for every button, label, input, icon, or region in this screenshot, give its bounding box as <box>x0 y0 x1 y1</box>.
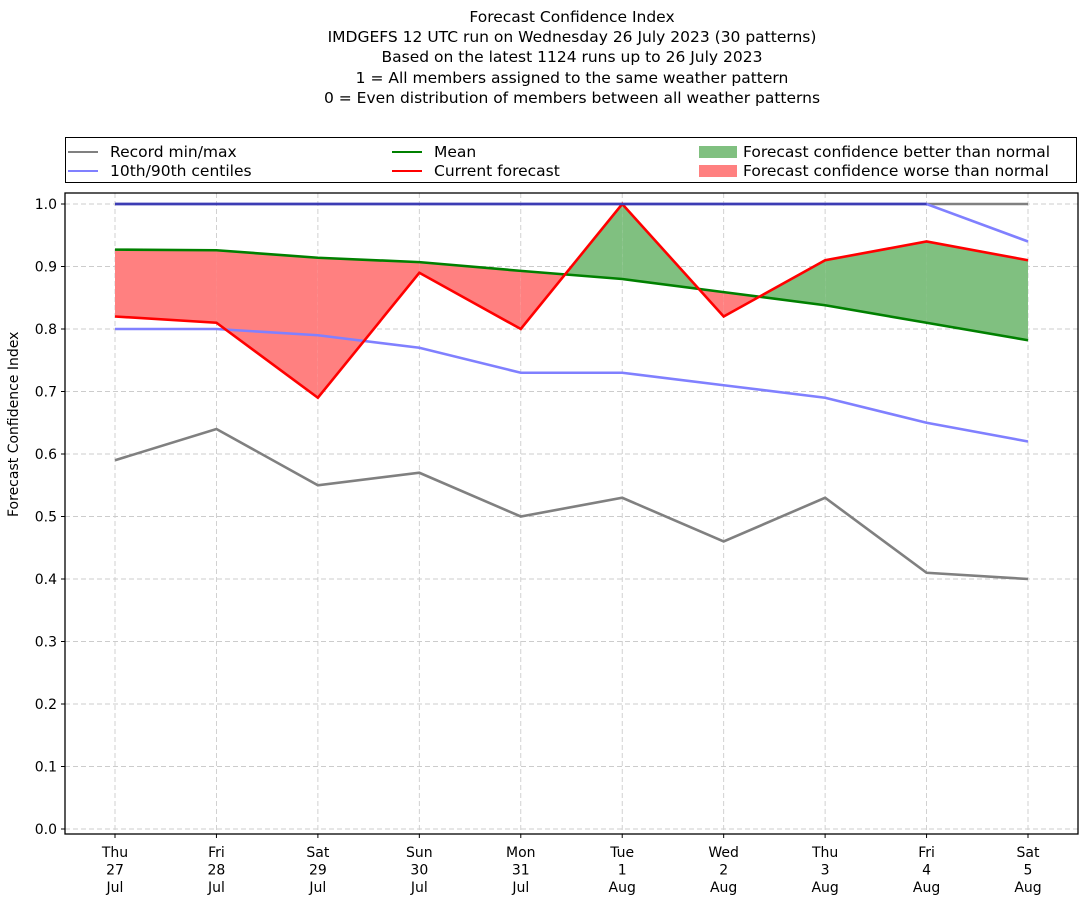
title-line-5: 0 = Even distribution of members between… <box>323 88 821 107</box>
x-tick-label: Aug <box>609 880 636 896</box>
x-tick-label: 1 <box>618 863 627 879</box>
x-tick-label: Jul <box>410 880 428 896</box>
fill-better-than-normal <box>825 241 927 323</box>
legend-item-record: Record min/max <box>68 142 237 162</box>
x-tick-label: Aug <box>913 880 940 896</box>
x-tick-label: 29 <box>309 863 327 879</box>
10th-centile-line <box>115 327 1029 443</box>
x-tick-label: 27 <box>106 863 124 879</box>
legend-label-worse: Forecast confidence worse than normal <box>743 162 1049 180</box>
legend-label-record: Record min/max <box>110 143 237 161</box>
x-tick-label: Sun <box>406 845 433 861</box>
x-tick-label: 31 <box>512 863 530 879</box>
legend-label-mean: Mean <box>434 143 477 161</box>
y-tick-label: 0.3 <box>35 635 57 651</box>
legend-item-better: Forecast confidence better than normal <box>699 142 1050 162</box>
legend-swatch-worse <box>699 165 737 177</box>
legend-swatch-centiles <box>68 170 98 172</box>
y-tick-label: 0.0 <box>35 822 57 838</box>
x-tick-label: Aug <box>811 880 838 896</box>
x-tick-label: Jul <box>511 880 529 896</box>
current-forecast-line <box>114 202 1029 400</box>
legend-swatch-current <box>392 170 422 172</box>
legend-swatch-mean <box>392 151 422 153</box>
legend-label-better: Forecast confidence better than normal <box>743 143 1051 161</box>
fill-worse-than-normal <box>419 262 521 329</box>
x-tick-label: 2 <box>719 863 728 879</box>
x-tick-label: Fri <box>918 845 935 861</box>
y-tick-label: 0.9 <box>35 260 57 276</box>
fill-worse-than-normal <box>216 250 318 398</box>
legend-swatch-better <box>699 146 737 158</box>
title-line-1: Forecast Confidence Index <box>469 8 675 26</box>
y-tick-label: 0.5 <box>35 510 57 526</box>
title-line-3: Based on the latest 1124 runs up to 26 J… <box>381 48 763 67</box>
legend: Record min/max 10th/90th centiles Mean C… <box>65 137 1077 183</box>
x-tick-label: 5 <box>1024 863 1033 879</box>
x-tick-label: 3 <box>821 863 830 879</box>
x-tick-label: Jul <box>308 880 326 896</box>
fill-worse-than-normal <box>115 249 217 323</box>
title-line-4: 1 = All members assigned to the same wea… <box>355 68 789 87</box>
y-tick-label: 1.0 <box>35 197 57 213</box>
y-tick-label: 0.7 <box>35 385 57 401</box>
x-tick-label: Wed <box>708 845 739 861</box>
legend-label-current: Current forecast <box>434 162 560 180</box>
x-tick-label: Thu <box>101 845 128 861</box>
y-tick-label: 0.2 <box>35 697 57 713</box>
record-min-line <box>114 427 1029 581</box>
x-tick-label: Tue <box>609 845 634 861</box>
y-tick-label: 0.1 <box>35 760 57 776</box>
fill-better-than-normal <box>926 241 1028 341</box>
legend-label-centiles: 10th/90th centiles <box>110 162 252 180</box>
x-tick-label: Thu <box>811 845 838 861</box>
legend-item-worse: Forecast confidence worse than normal <box>699 161 1049 181</box>
90th-centile-line <box>115 202 1029 243</box>
title-line-2: IMDGEFS 12 UTC run on Wednesday 26 July … <box>327 28 817 47</box>
x-tick-label: Jul <box>207 880 225 896</box>
x-tick-label: Aug <box>1014 880 1041 896</box>
x-tick-label: Fri <box>208 845 225 861</box>
x-tick-label: 28 <box>208 863 226 879</box>
y-tick-label: 0.4 <box>35 572 57 588</box>
legend-item-current: Current forecast <box>392 161 560 181</box>
legend-item-mean: Mean <box>392 142 476 162</box>
fill-worse-than-normal <box>317 257 420 398</box>
y-tick-label: 0.6 <box>35 447 57 463</box>
series-lines <box>114 202 1029 581</box>
x-ticks: Thu27JulFri28JulSat29JulSun30JulMon31Jul… <box>101 834 1042 896</box>
plot-frame <box>64 192 1079 835</box>
mean-line <box>114 248 1029 342</box>
x-tick-label: Sat <box>306 845 329 861</box>
chart-title: Forecast Confidence Index IMDGEFS 12 UTC… <box>0 7 1092 108</box>
x-tick-label: Mon <box>506 845 536 861</box>
x-tick-label: 4 <box>922 863 931 879</box>
confidence-fills <box>115 204 1028 398</box>
x-tick-label: Jul <box>106 880 124 896</box>
x-tick-label: Aug <box>710 880 737 896</box>
legend-item-centiles: 10th/90th centiles <box>68 161 252 181</box>
fill-better-than-normal <box>759 260 826 306</box>
x-tick-label: 30 <box>410 863 428 879</box>
x-tick-label: Sat <box>1017 845 1040 861</box>
legend-swatch-record <box>68 151 98 153</box>
y-ticks: 0.0 0.1 0.2 0.3 0.4 0.5 0.6 0.7 0.8 0.9 1.0 <box>35 197 65 838</box>
y-tick-label: 0.8 <box>35 322 57 338</box>
